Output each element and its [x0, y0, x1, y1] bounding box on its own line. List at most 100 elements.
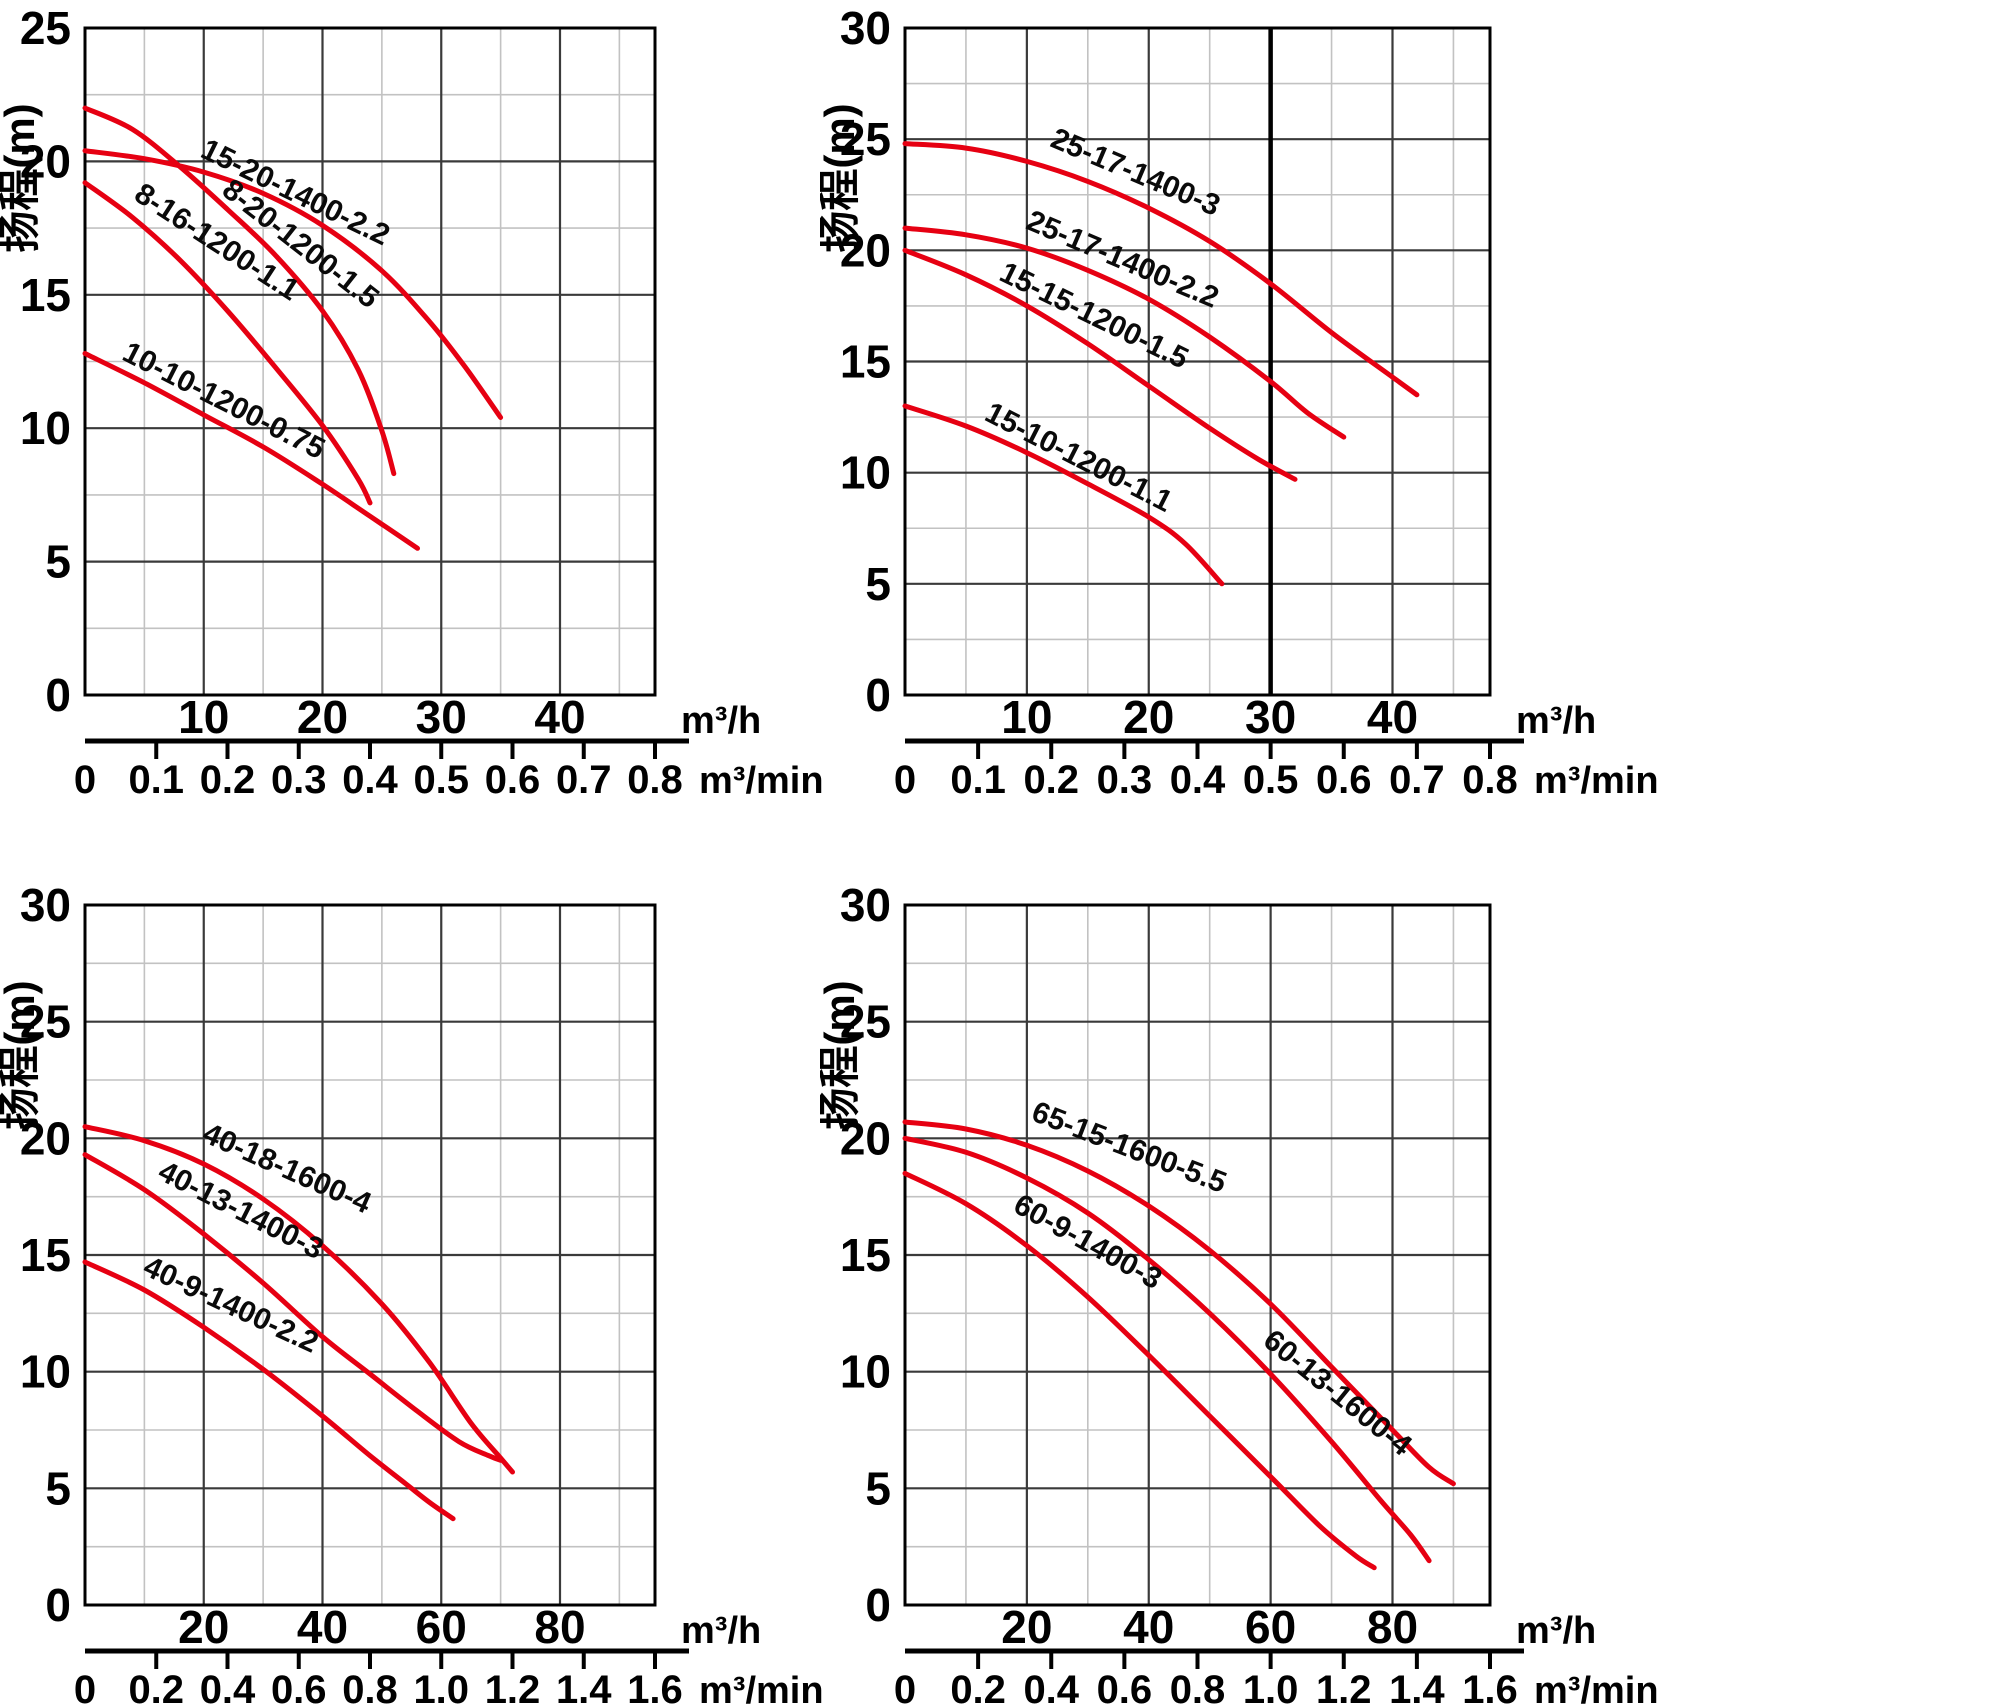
curve-15-15-1200-1.5 — [902, 247, 1298, 482]
x2-tick-label: 0.5 — [413, 758, 469, 802]
x2-unit-label: m³/min — [699, 760, 824, 802]
x2-tick-label: 0.8 — [342, 1668, 398, 1707]
x-tick-label: 30 — [416, 691, 467, 743]
x2-tick-label: 0.1 — [128, 758, 184, 802]
y-tick-label: 15 — [20, 1229, 71, 1281]
x2-tick-label: 1.4 — [556, 1668, 612, 1707]
x2-tick-label: 0.1 — [950, 758, 1006, 802]
x2-tick-label: 0.7 — [1389, 758, 1445, 802]
chart-svg-bottom-left: 40-18-1600-440-13-1400-340-9-1400-2.2051… — [0, 879, 824, 1707]
x-tick-label: 30 — [1245, 691, 1296, 743]
plot-border — [903, 903, 1492, 1607]
x-tick-label: 60 — [1245, 1601, 1296, 1653]
y-tick-label: 30 — [840, 2, 891, 54]
y-tick-label: 15 — [20, 269, 71, 321]
y-tick-label: 25 — [840, 113, 891, 165]
x2-tick-label: 0.6 — [485, 758, 541, 802]
y-tick-label: 20 — [20, 135, 71, 187]
x2-tick-label: 1.6 — [627, 1668, 683, 1707]
x-tick-label: 40 — [297, 1601, 348, 1653]
x-unit-label: m³/h — [1516, 1610, 1596, 1652]
y-tick-label: 0 — [865, 669, 891, 721]
x2-unit-label: m³/min — [1534, 1670, 1659, 1707]
chart-svg-top-right: 25-17-1400-325-17-1400-2.215-15-1200-1.5… — [820, 2, 1659, 802]
x2-tick-label: 1.6 — [1462, 1668, 1518, 1707]
x2-tick-label: 0 — [894, 1668, 916, 1707]
x2-tick-label: 0.6 — [271, 1668, 327, 1707]
x2-tick-label: 1.0 — [1243, 1668, 1299, 1707]
y-axis-title: 扬程(m) — [0, 103, 43, 252]
x2-tick-label: 1.2 — [1316, 1668, 1372, 1707]
x2-tick-label: 0.8 — [627, 758, 683, 802]
plot-border — [83, 26, 657, 697]
y-tick-label: 15 — [840, 336, 891, 388]
y-tick-label: 30 — [20, 879, 71, 931]
x2-tick-label: 0 — [74, 758, 96, 802]
x2-tick-label: 0.8 — [1170, 1668, 1226, 1707]
x2-tick-label: 0.4 — [1170, 758, 1226, 802]
x2-tick-label: 0.3 — [271, 758, 327, 802]
curve-40-18-1600-4 — [82, 1124, 515, 1475]
curve-65-15-1600-5.5 — [902, 1119, 1456, 1487]
x2-unit-label: m³/min — [699, 1670, 824, 1707]
y-tick-label: 5 — [865, 1462, 891, 1514]
x2-tick-label: 0 — [74, 1668, 96, 1707]
x2-unit-label: m³/min — [1534, 760, 1659, 802]
y-tick-label: 20 — [20, 1112, 71, 1164]
y-tick-label: 15 — [840, 1229, 891, 1281]
x2-tick-label: 1.0 — [413, 1668, 469, 1707]
y-tick-label: 0 — [865, 1579, 891, 1631]
y-tick-label: 20 — [840, 224, 891, 276]
x-tick-label: 20 — [1123, 691, 1174, 743]
y-axis-title: 扬程(m) — [820, 980, 863, 1129]
x-unit-label: m³/h — [681, 1610, 761, 1652]
curve-10-10-1200-0.75 — [82, 350, 420, 551]
x2-tick-label: 0.7 — [556, 758, 612, 802]
curve-40-9-1400-2.2 — [82, 1259, 456, 1522]
x2-tick-label: 1.2 — [485, 1668, 541, 1707]
x-unit-label: m³/h — [681, 700, 761, 742]
y-tick-label: 10 — [20, 1346, 71, 1398]
x2-tick-label: 0.2 — [200, 758, 256, 802]
x-tick-label: 10 — [1001, 691, 1052, 743]
x2-tick-label: 0.2 — [1023, 758, 1079, 802]
x2-tick-label: 0.6 — [1097, 1668, 1153, 1707]
y-tick-label: 10 — [840, 1346, 891, 1398]
y-tick-label: 10 — [20, 402, 71, 454]
x2-tick-label: 0.5 — [1243, 758, 1299, 802]
y-tick-label: 20 — [840, 1112, 891, 1164]
x-tick-label: 20 — [1001, 1601, 1052, 1653]
curve-15-10-1200-1.1 — [902, 403, 1225, 587]
y-tick-label: 30 — [840, 879, 891, 931]
y-tick-label: 10 — [840, 447, 891, 499]
x2-tick-label: 0.4 — [1023, 1668, 1079, 1707]
x-unit-label: m³/h — [1516, 700, 1596, 742]
x2-tick-label: 0.3 — [1097, 758, 1153, 802]
curve-8-16-1200-1.1 — [82, 180, 373, 506]
x-tick-label: 80 — [534, 1601, 585, 1653]
curve-60-13-1600-4 — [902, 1135, 1432, 1564]
x-tick-label: 40 — [1123, 1601, 1174, 1653]
x2-tick-label: 0.2 — [950, 1668, 1006, 1707]
plot-border — [903, 26, 1492, 697]
y-tick-label: 25 — [20, 996, 71, 1048]
x-tick-label: 20 — [178, 1601, 229, 1653]
y-tick-label: 0 — [45, 1579, 71, 1631]
x-tick-label: 80 — [1367, 1601, 1418, 1653]
curve-25-17-1400-2.2 — [902, 225, 1347, 440]
curve-label: 65-15-1600-5.5 — [1027, 1095, 1230, 1199]
x-tick-label: 60 — [416, 1601, 467, 1653]
y-tick-label: 25 — [20, 2, 71, 54]
x-tick-label: 40 — [534, 691, 585, 743]
x-tick-label: 20 — [297, 691, 348, 743]
y-tick-label: 25 — [840, 996, 891, 1048]
curve-15-20-1400-2.2 — [82, 148, 504, 420]
y-axis-title: 扬程(m) — [820, 103, 863, 252]
y-axis-title: 扬程(m) — [0, 980, 43, 1129]
x2-tick-label: 0 — [894, 758, 916, 802]
x2-tick-label: 0.2 — [128, 1668, 184, 1707]
x2-tick-label: 0.4 — [342, 758, 398, 802]
curve-40-13-1400-3 — [82, 1152, 504, 1463]
chart-svg-top-left: 8-20-1200-1.515-20-1400-2.28-16-1200-1.1… — [0, 2, 824, 802]
